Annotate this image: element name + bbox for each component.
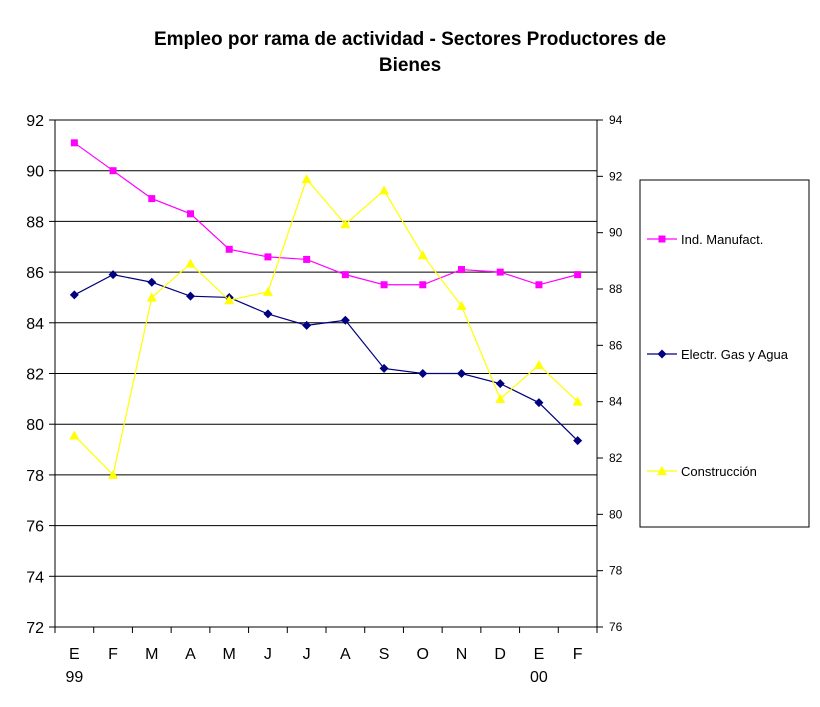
left-axis-tick-label: 88 — [26, 214, 44, 231]
x-axis-tick-label: D — [494, 646, 506, 663]
data-point — [109, 167, 117, 175]
data-point — [419, 281, 427, 289]
series-2 — [69, 174, 583, 479]
x-axis-tick-label: M — [145, 646, 158, 663]
legend-label: Construcción — [681, 464, 757, 479]
data-point — [657, 349, 667, 359]
right-axis-tick-label: 90 — [609, 226, 623, 240]
data-point — [657, 466, 667, 475]
x-axis-tick-label: E — [534, 646, 545, 663]
left-axis-tick-label: 74 — [26, 569, 44, 586]
data-point — [341, 271, 349, 279]
right-axis-tick-label: 86 — [609, 338, 623, 352]
data-point — [147, 277, 157, 287]
series-line — [73, 177, 579, 477]
data-point — [380, 281, 388, 289]
series-layer — [69, 139, 583, 479]
left-axis-tick-label: 90 — [26, 164, 44, 181]
right-axis-tick-label: 76 — [609, 620, 623, 634]
x-axis-year-label: 99 — [65, 669, 83, 686]
data-point — [225, 245, 233, 253]
data-point — [495, 393, 506, 403]
data-point — [301, 174, 312, 184]
data-point — [458, 266, 465, 274]
legend-label: Ind. Manufact. — [681, 232, 763, 247]
right-axis-tick-label: 88 — [609, 282, 623, 296]
x-axis-tick-label: A — [185, 646, 196, 663]
series-1 — [69, 270, 583, 446]
data-point — [186, 291, 195, 301]
data-point — [495, 379, 505, 389]
x-axis-tick-label: N — [456, 646, 468, 663]
data-point — [148, 195, 156, 203]
data-point — [418, 369, 428, 378]
x-axis-tick-label: M — [223, 646, 236, 663]
right-axis-tick-label: 84 — [609, 395, 623, 409]
data-point — [187, 210, 194, 218]
right-axis-tick-label: 94 — [609, 113, 623, 127]
data-point — [302, 320, 312, 330]
left-axis-tick-label: 78 — [26, 468, 44, 485]
data-point — [340, 219, 351, 229]
left-axis-tick-label: 72 — [26, 620, 44, 637]
left-axis-tick-label: 86 — [26, 265, 44, 282]
data-point — [417, 250, 428, 260]
data-point — [456, 300, 467, 310]
left-axis-tick-label: 92 — [26, 113, 44, 130]
left-axis-tick-label: 82 — [26, 367, 44, 384]
data-point — [108, 469, 119, 479]
data-point — [224, 295, 235, 305]
x-axis-tick-label: F — [573, 646, 583, 663]
data-point — [572, 396, 583, 406]
right-axis-tick-label: 78 — [609, 564, 623, 578]
x-axis-tick-label: E — [69, 646, 80, 663]
data-point — [70, 139, 78, 147]
x-axis-tick-label: F — [108, 646, 118, 663]
gridlines — [55, 119, 597, 628]
data-point — [262, 286, 273, 296]
left-axis-tick-label: 80 — [26, 417, 44, 434]
axes: 72 74 76 78 80 82 84 86 88 90 92 76 78 80 82 84 86 88 90 92… — [26, 113, 622, 686]
data-point — [340, 315, 350, 325]
data-point — [658, 235, 666, 243]
data-point — [303, 255, 311, 263]
data-point — [574, 271, 582, 279]
data-point — [379, 363, 389, 373]
x-axis-year-label: 00 — [530, 669, 548, 686]
right-axis-tick-label: 80 — [609, 507, 623, 521]
right-axis-tick-label: 92 — [609, 169, 623, 183]
legend: Ind. Manufact. Electr. Gas y Agua Construc… — [639, 179, 810, 528]
data-point — [146, 292, 157, 302]
data-point — [108, 270, 118, 280]
data-point — [496, 268, 504, 276]
x-axis-tick-label: A — [340, 646, 351, 663]
data-point — [534, 398, 544, 408]
left-axis-tick-label: 84 — [26, 316, 44, 333]
chart-title-line-1: Empleo por rama de actividad - Sectores … — [154, 29, 666, 50]
left-axis-tick-label: 76 — [26, 519, 44, 536]
x-axis-tick-label: O — [417, 646, 429, 663]
data-point — [264, 253, 272, 261]
data-point — [573, 436, 583, 446]
data-point — [535, 281, 543, 289]
data-point — [69, 430, 80, 440]
data-point — [533, 360, 544, 370]
x-axis-tick-label: S — [379, 646, 390, 663]
data-point — [185, 258, 196, 268]
data-point — [263, 309, 273, 319]
right-axis-tick-label: 82 — [609, 451, 623, 465]
legend-label: Electr. Gas y Agua — [681, 347, 789, 362]
data-point — [69, 290, 79, 300]
series-0 — [70, 139, 582, 289]
x-axis-tick-label: J — [303, 646, 311, 663]
data-point — [379, 185, 390, 195]
chart-title-line-2: Bienes — [379, 55, 441, 76]
series-line — [74, 142, 578, 286]
data-point — [457, 369, 466, 378]
x-axis-tick-label: J — [264, 646, 272, 663]
